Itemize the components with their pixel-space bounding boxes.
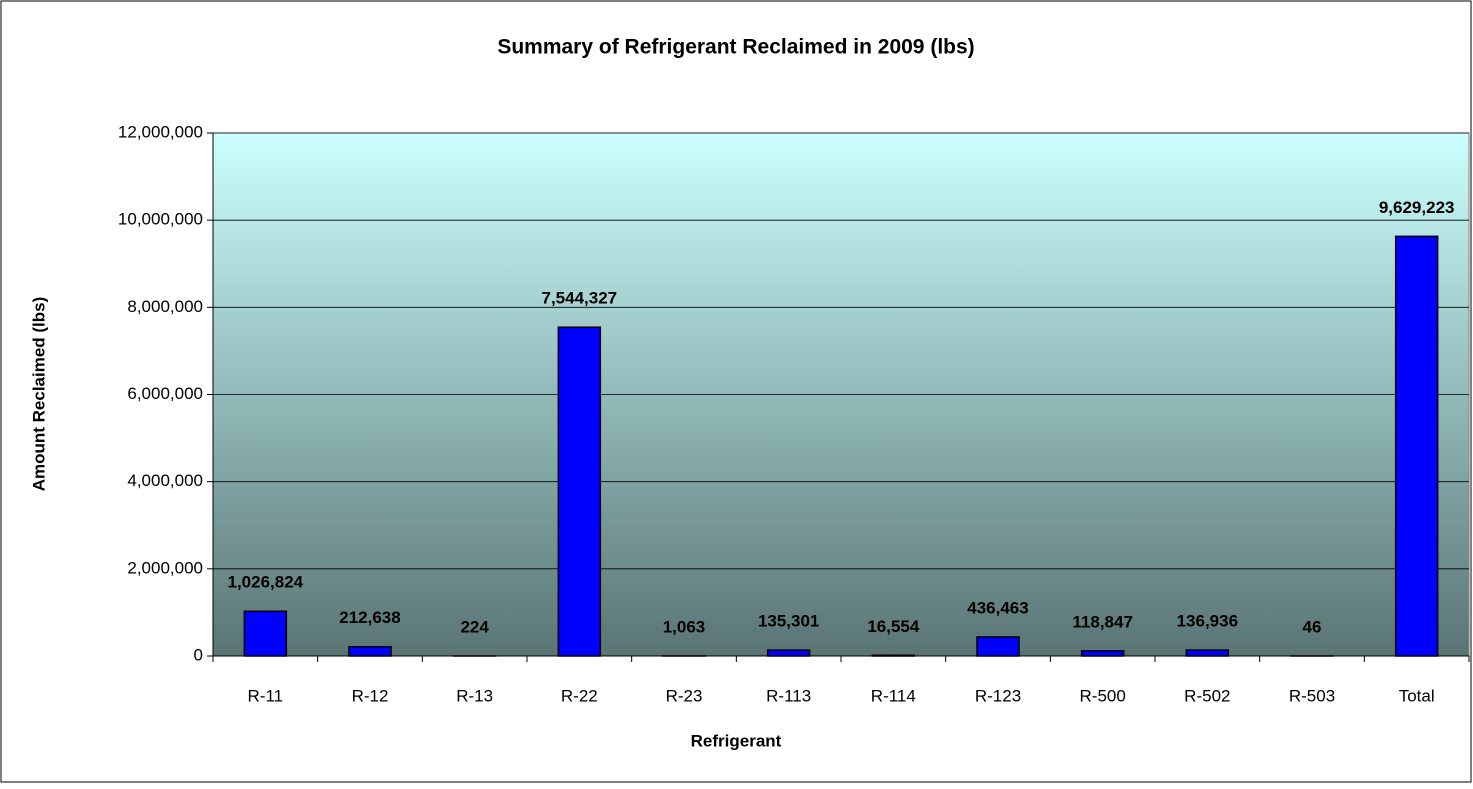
bar: [1082, 651, 1124, 656]
x-tick-label: R-113: [766, 686, 811, 705]
y-tick-label: 8,000,000: [127, 297, 203, 316]
data-label: 135,301: [758, 612, 819, 631]
y-tick-label: 0: [194, 645, 203, 664]
y-tick-label: 2,000,000: [127, 558, 203, 577]
x-tick-label: R-11: [248, 686, 284, 705]
bar: [349, 647, 391, 656]
data-label: 118,847: [1072, 612, 1133, 631]
x-tick-label: R-23: [666, 686, 703, 705]
y-axis-title: Amount Reclaimed (lbs): [29, 297, 48, 492]
bar: [1396, 236, 1438, 656]
x-axis-title: Refrigerant: [691, 731, 782, 750]
data-label: 1,026,824: [228, 573, 304, 592]
data-label: 9,629,223: [1379, 198, 1455, 217]
x-tick-label: Total: [1399, 686, 1435, 705]
data-label: 436,463: [967, 598, 1028, 617]
x-tick-label: R-123: [975, 686, 1021, 705]
data-label: 1,063: [663, 617, 706, 636]
y-tick-label: 6,000,000: [127, 384, 203, 403]
x-tick-label: R-22: [561, 686, 598, 705]
x-tick-label: R-13: [456, 686, 493, 705]
chart-title: Summary of Refrigerant Reclaimed in 2009…: [497, 36, 974, 59]
x-tick-label: R-502: [1184, 686, 1230, 705]
data-label: 16,554: [867, 617, 920, 636]
x-tick-label: R-12: [352, 686, 389, 705]
y-tick-label: 10,000,000: [118, 210, 203, 229]
y-tick-label: 4,000,000: [127, 471, 203, 490]
y-tick-label: 12,000,000: [118, 122, 203, 141]
bar: [977, 637, 1019, 656]
x-tick-label: R-500: [1080, 686, 1126, 705]
x-tick-label: R-503: [1289, 686, 1335, 705]
data-label: 224: [460, 617, 489, 636]
bar: [558, 327, 600, 656]
bar: [244, 611, 286, 656]
data-label: 136,936: [1177, 612, 1238, 631]
data-label: 46: [1303, 617, 1322, 636]
bar: [1186, 650, 1228, 656]
data-label: 212,638: [339, 608, 400, 627]
bar: [768, 650, 810, 656]
data-label: 7,544,327: [542, 289, 618, 308]
x-tick-label: R-114: [871, 686, 916, 705]
